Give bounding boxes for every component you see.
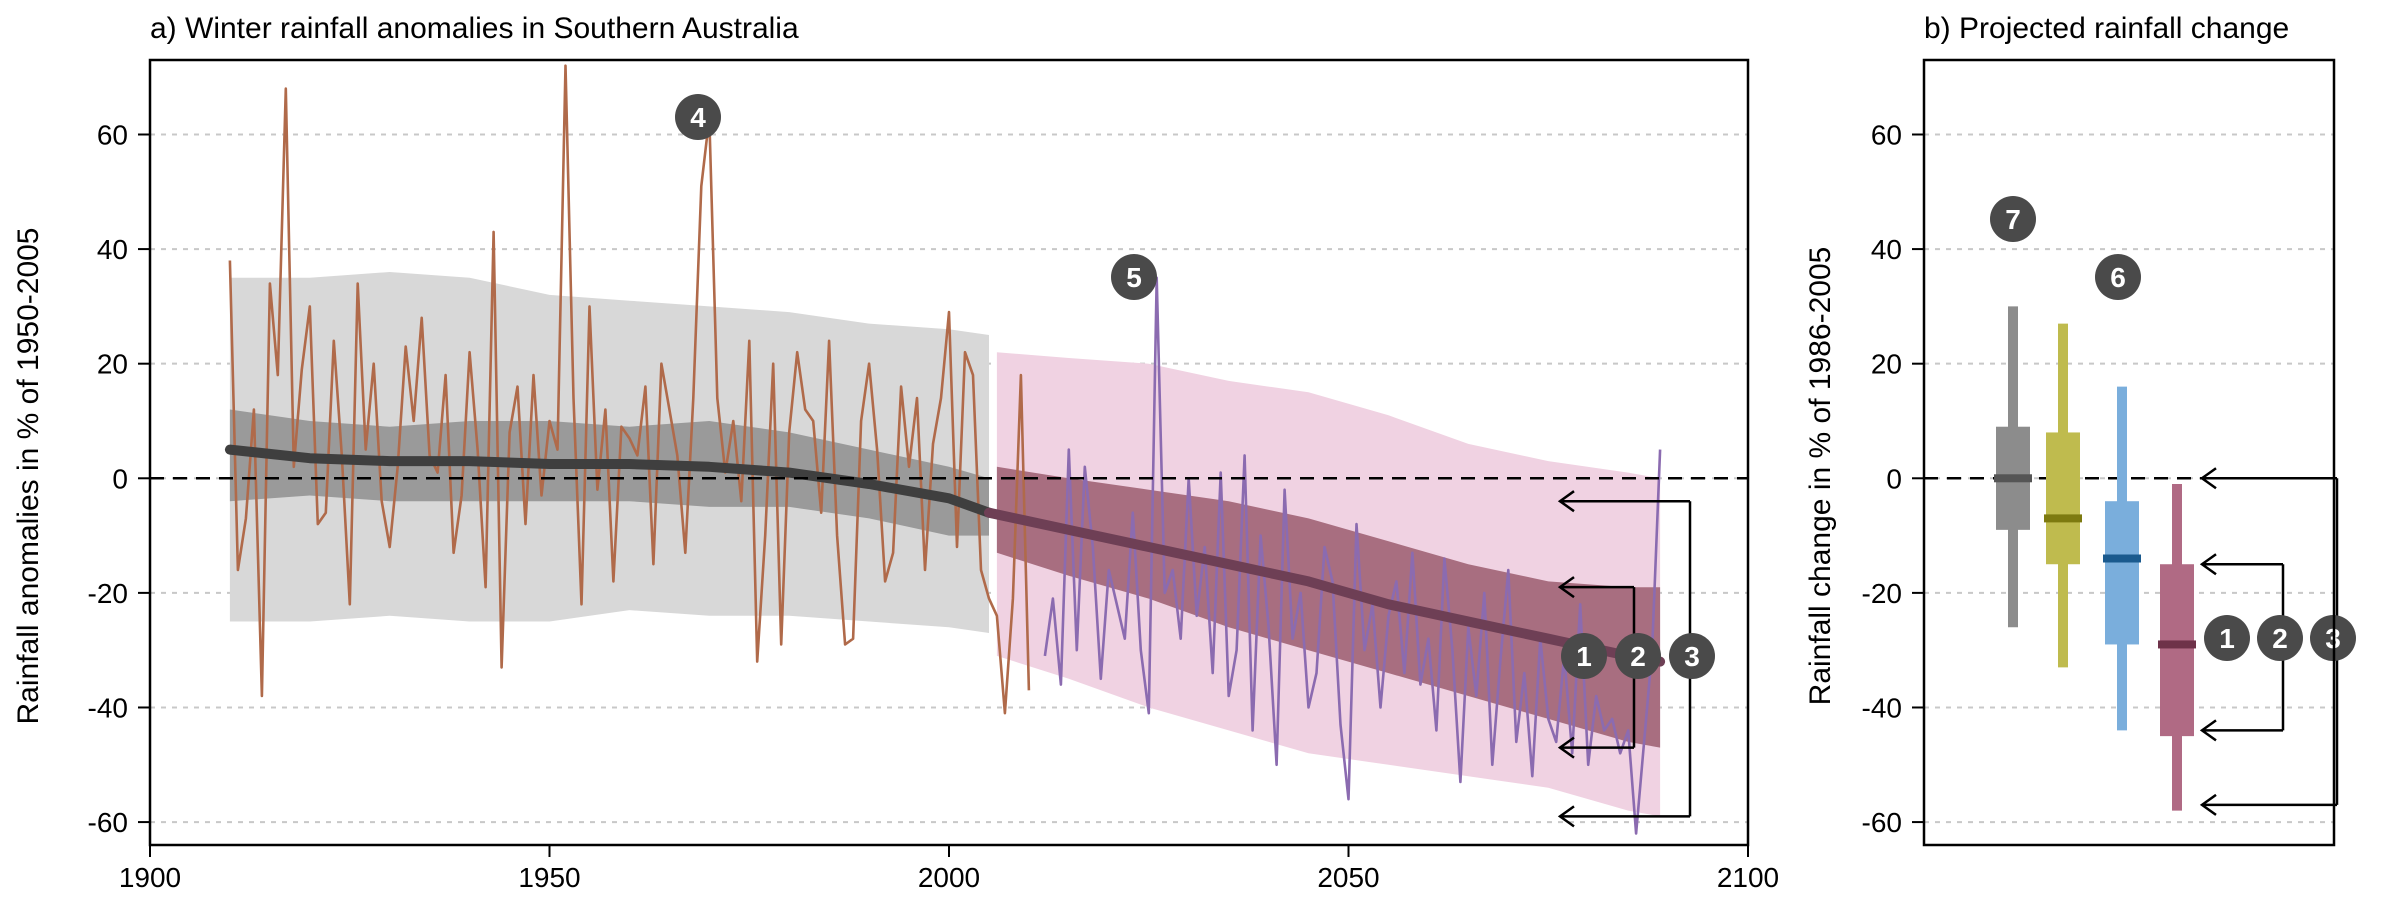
box-iqr bbox=[2046, 432, 2080, 565]
historical-median-line bbox=[224, 444, 994, 518]
bracket-arrow-head bbox=[1557, 490, 1575, 513]
annotation-badge-1 bbox=[1561, 633, 1607, 679]
panel-a-series bbox=[224, 64, 1666, 835]
bracket-arrow-head bbox=[2199, 553, 2217, 576]
box-median bbox=[1994, 474, 2032, 483]
panel-a-ytick-label: 20 bbox=[97, 349, 128, 380]
annotation-badge-4 bbox=[675, 94, 721, 140]
panel-a-ytick-label: -60 bbox=[88, 807, 128, 838]
panel-a-title: a) Winter rainfall anomalies in Southern… bbox=[150, 12, 799, 45]
box-median bbox=[2103, 554, 2141, 563]
annotation-badge-1 bbox=[2204, 615, 2250, 661]
panel-b-ytick-label: -40 bbox=[1862, 692, 1902, 723]
panel-b-title: b) Projected rainfall change bbox=[1924, 12, 2289, 45]
annotation-badge-2 bbox=[1615, 633, 1661, 679]
bracket-arrow-head bbox=[2199, 793, 2217, 816]
bracket-arrow-head bbox=[2199, 467, 2217, 490]
panel-a-xtick-label: 1900 bbox=[119, 862, 181, 893]
annotation-badge-2 bbox=[2257, 615, 2303, 661]
panel-a-xtick-label: 1950 bbox=[518, 862, 580, 893]
panel-a-ylabel: Rainfall anomalies in % of 1950-2005 bbox=[12, 228, 45, 725]
panel-b-ytick-label: 60 bbox=[1871, 119, 1902, 150]
bracket-arrow-head bbox=[2199, 719, 2217, 742]
panel-a-ytick-label: 60 bbox=[97, 119, 128, 150]
panel-a-ytick-label: 0 bbox=[112, 463, 128, 494]
bracket-arrow-head bbox=[1557, 736, 1575, 759]
annotation-badge-3 bbox=[1669, 633, 1715, 679]
panel-a-ytick-label: -20 bbox=[88, 578, 128, 609]
observed-series-line bbox=[228, 64, 1031, 715]
bracket-arrow-head bbox=[1557, 805, 1575, 828]
panel-b-ytick-label: -60 bbox=[1862, 807, 1902, 838]
panel-a-plot: 60 40 20 0 -20 -40 -60 1900 1950 2000 2050 2100 1 2 3 4… bbox=[88, 58, 1779, 893]
annotation-badge-5 bbox=[1111, 254, 1157, 300]
annotation-badge-7 bbox=[1990, 196, 2036, 242]
annotation-badge-2-label: 2 bbox=[1630, 641, 1646, 672]
panel-b-ytick-label: 0 bbox=[1886, 463, 1902, 494]
annotation-badge-2-label: 2 bbox=[2272, 623, 2288, 654]
box-iqr bbox=[2105, 501, 2139, 645]
panel-b-ytick-label: -20 bbox=[1862, 578, 1902, 609]
annotation-badge-6 bbox=[2095, 254, 2141, 300]
panel-a-xtick-label: 2000 bbox=[918, 862, 980, 893]
bracket-arrow-head bbox=[1557, 576, 1575, 599]
annotation-badge-5-label: 5 bbox=[1126, 262, 1142, 293]
projection-box-2 bbox=[2044, 323, 2082, 668]
panel-a-frame bbox=[148, 58, 1750, 847]
box-iqr bbox=[2160, 564, 2194, 737]
annotation-badge-3-label: 3 bbox=[1684, 641, 1700, 672]
projection-box-3 bbox=[2103, 386, 2141, 731]
panel-a-xtick-label: 2050 bbox=[1317, 862, 1379, 893]
panel-b-ytick-label: 40 bbox=[1871, 234, 1902, 265]
projection-box-4 bbox=[2158, 484, 2196, 811]
panel-b-frame bbox=[1922, 58, 2336, 847]
panel-b-ylabel: Rainfall change in % of 1986-2005 bbox=[1804, 247, 1837, 706]
annotation-badge-1-label: 1 bbox=[2219, 623, 2235, 654]
box-median bbox=[2158, 640, 2196, 649]
annotation-badge-1-label: 1 bbox=[1576, 641, 1592, 672]
annotation-badge-7-label: 7 bbox=[2005, 204, 2021, 235]
box-median bbox=[2044, 514, 2082, 523]
panel-b-ytick-label: 20 bbox=[1871, 349, 1902, 380]
panel-a-ytick-label: 40 bbox=[97, 234, 128, 265]
panel-a-ytick-label: -40 bbox=[88, 692, 128, 723]
projected-member-line bbox=[1043, 276, 1662, 835]
annotation-badge-6-label: 6 bbox=[2110, 262, 2126, 293]
annotation-badge-4-label: 4 bbox=[690, 102, 706, 133]
panel-a-xtick-label: 2100 bbox=[1717, 862, 1779, 893]
projection-box-1 bbox=[1994, 306, 2032, 628]
